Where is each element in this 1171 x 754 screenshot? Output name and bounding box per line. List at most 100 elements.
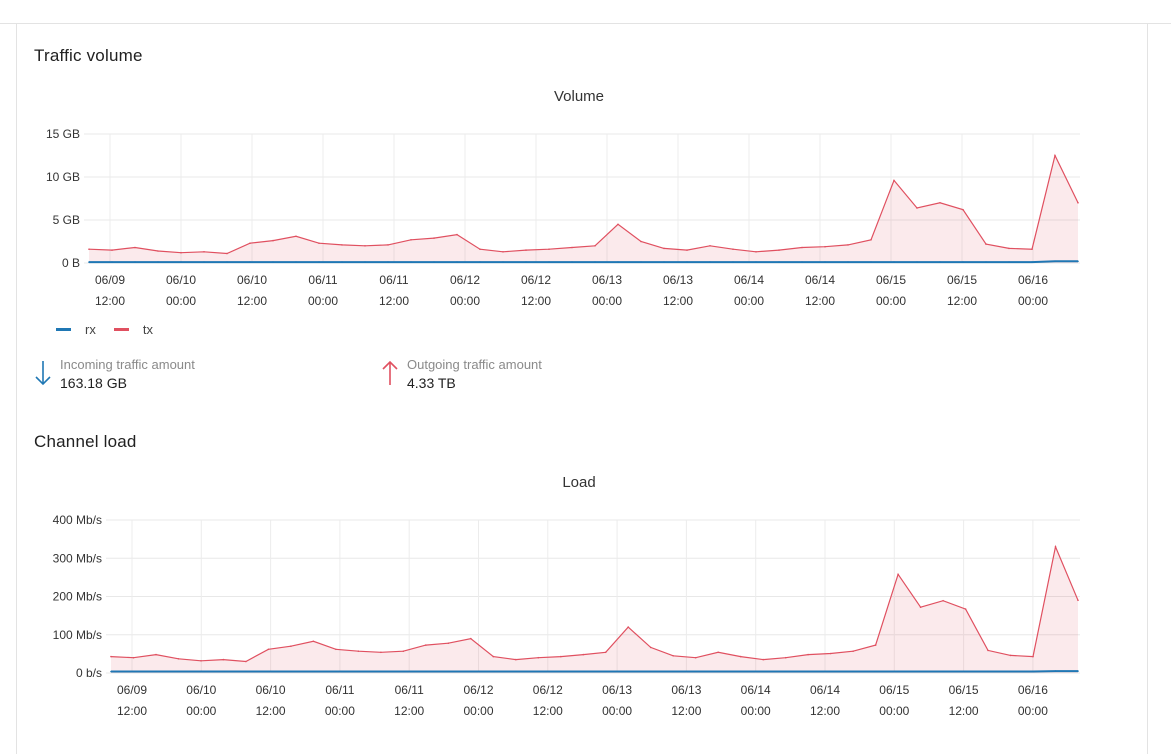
- data-point-rx: [663, 261, 665, 263]
- data-point-tx: [897, 574, 899, 576]
- data-point-rx: [470, 671, 472, 673]
- x-tick-time: 12:00: [949, 704, 979, 718]
- data-point-rx: [493, 671, 495, 673]
- x-tick-date: 06/12: [463, 683, 493, 697]
- data-point-tx: [939, 202, 941, 204]
- data-point-tx: [203, 251, 205, 253]
- y-tick-label: 15 GB: [46, 127, 80, 141]
- x-tick-date: 06/11: [308, 273, 337, 287]
- data-point-tx: [318, 242, 320, 244]
- x-tick-date: 06/13: [671, 683, 701, 697]
- x-tick-time: 00:00: [592, 294, 622, 308]
- x-tick-date: 06/14: [734, 273, 764, 287]
- chart-title: Volume: [554, 88, 604, 105]
- data-point-rx: [387, 261, 389, 263]
- data-point-tx: [740, 656, 742, 658]
- data-point-tx: [1031, 248, 1033, 250]
- x-tick-date: 06/09: [117, 683, 147, 697]
- data-point-tx: [801, 247, 803, 249]
- data-point-rx: [897, 671, 899, 673]
- data-point-rx: [640, 261, 642, 263]
- outgoing-traffic-stat: Outgoing traffic amount 4.33 TB: [381, 357, 542, 393]
- outgoing-traffic-label: Outgoing traffic amount: [407, 357, 542, 373]
- data-point-rx: [583, 671, 585, 673]
- data-point-tx: [847, 244, 849, 246]
- data-point-rx: [1010, 671, 1012, 673]
- x-tick-time: 12:00: [256, 704, 286, 718]
- data-point-tx: [875, 644, 877, 646]
- x-tick-date: 06/15: [947, 273, 977, 287]
- data-point-tx: [571, 247, 573, 249]
- legend-item-tx[interactable]: tx: [114, 322, 153, 337]
- data-point-rx: [538, 671, 540, 673]
- data-point-tx: [695, 657, 697, 659]
- data-point-tx: [762, 659, 764, 661]
- x-tick-time: 00:00: [463, 704, 493, 718]
- x-tick-date: 06/14: [741, 683, 771, 697]
- channel-load-title: Channel load: [34, 432, 137, 452]
- data-point-rx: [403, 671, 405, 673]
- data-point-tx: [387, 244, 389, 246]
- data-point-rx: [1008, 261, 1010, 263]
- data-point-rx: [1077, 261, 1079, 263]
- data-point-rx: [410, 261, 412, 263]
- data-point-rx: [525, 261, 527, 263]
- data-point-tx: [778, 249, 780, 251]
- data-point-tx: [133, 657, 135, 659]
- x-tick-time: 12:00: [947, 294, 977, 308]
- data-point-rx: [313, 671, 315, 673]
- data-point-rx: [965, 671, 967, 673]
- data-point-rx: [425, 671, 427, 673]
- data-point-rx: [824, 261, 826, 263]
- x-tick-time: 00:00: [186, 704, 216, 718]
- x-tick-date: 06/11: [395, 683, 424, 697]
- data-point-tx: [295, 236, 297, 238]
- data-point-tx: [785, 657, 787, 659]
- data-point-rx: [852, 671, 854, 673]
- data-point-tx: [920, 606, 922, 608]
- data-point-rx: [200, 671, 202, 673]
- data-point-rx: [88, 261, 90, 263]
- data-point-tx: [807, 654, 809, 656]
- data-point-rx: [627, 671, 629, 673]
- y-tick-label: 0 B: [62, 256, 80, 270]
- data-point-tx: [111, 249, 113, 251]
- data-point-tx: [88, 248, 90, 250]
- data-point-tx: [650, 647, 652, 649]
- data-point-tx: [134, 247, 136, 249]
- data-point-rx: [111, 261, 113, 263]
- x-tick-time: 00:00: [308, 294, 338, 308]
- x-tick-date: 06/14: [810, 683, 840, 697]
- data-point-tx: [493, 656, 495, 658]
- data-point-tx: [942, 600, 944, 602]
- data-point-tx: [410, 239, 412, 241]
- series-line-rx: [89, 261, 1078, 262]
- data-point-rx: [920, 671, 922, 673]
- legend-item-rx[interactable]: rx: [56, 322, 96, 337]
- x-tick-time: 00:00: [166, 294, 196, 308]
- data-point-rx: [203, 261, 205, 263]
- data-point-tx: [893, 180, 895, 182]
- x-tick-date: 06/13: [602, 683, 632, 697]
- data-point-rx: [893, 261, 895, 263]
- data-point-rx: [335, 671, 337, 673]
- data-point-rx: [939, 261, 941, 263]
- x-tick-time: 00:00: [879, 704, 909, 718]
- x-tick-date: 06/10: [256, 683, 286, 697]
- chart-title: Load: [562, 474, 595, 491]
- data-point-rx: [133, 671, 135, 673]
- data-point-tx: [1077, 600, 1079, 602]
- legend-swatch-rx: [56, 328, 71, 331]
- data-point-tx: [425, 644, 427, 646]
- data-point-rx: [672, 671, 674, 673]
- data-point-tx: [245, 661, 247, 663]
- data-point-tx: [985, 243, 987, 245]
- x-tick-date: 06/13: [592, 273, 622, 287]
- data-point-tx: [594, 245, 596, 247]
- data-point-tx: [617, 224, 619, 226]
- series-area-tx: [111, 547, 1078, 673]
- data-point-rx: [548, 261, 550, 263]
- data-point-rx: [801, 261, 803, 263]
- data-point-rx: [448, 671, 450, 673]
